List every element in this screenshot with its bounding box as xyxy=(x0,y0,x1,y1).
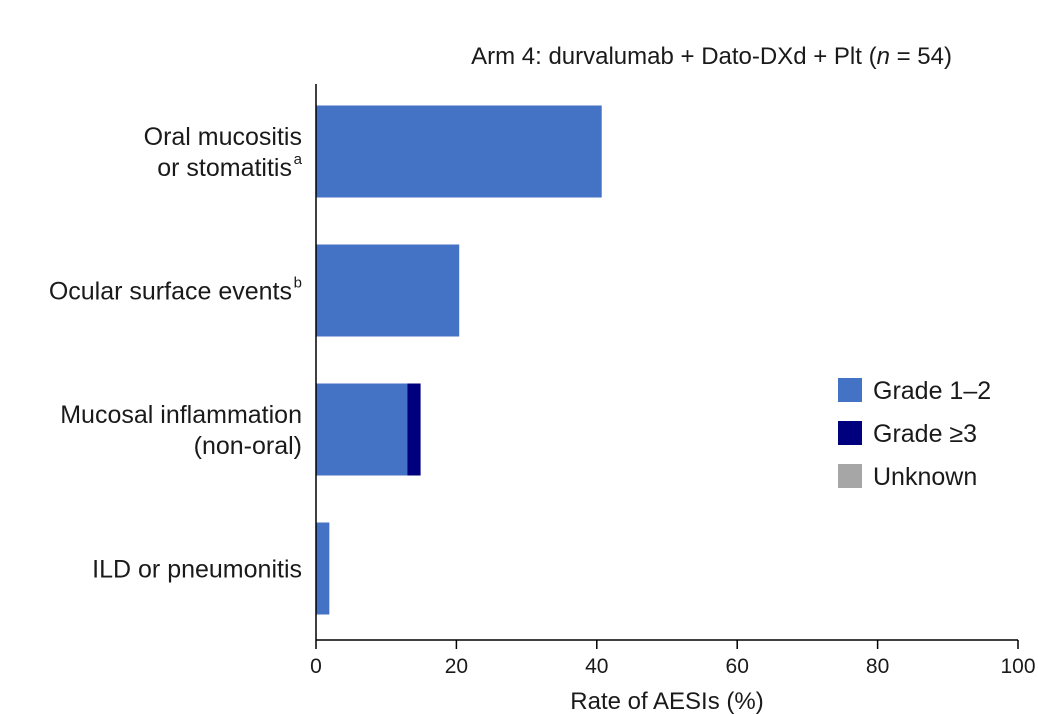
x-axis-ticks: 0 20 40 60 80 100 xyxy=(310,640,1036,678)
bar-3-series-2 xyxy=(407,383,421,476)
category-label-2-line-1: Ocular surface events xyxy=(49,278,292,306)
x-axis-title: Rate of AESIs (%) xyxy=(570,688,763,714)
category-label-1-line-1: Oral mucositis xyxy=(144,123,302,151)
bar-4-series-1 xyxy=(316,522,330,615)
category-label-1-line-2: or stomatitis xyxy=(157,154,292,182)
legend-label-2: Grade ≥3 xyxy=(873,420,977,448)
chart-title-n: n xyxy=(877,43,890,70)
legend-label-1: Grade 1–2 xyxy=(873,377,991,405)
legend-swatch-3 xyxy=(838,464,862,488)
bar-2-series-1 xyxy=(316,244,460,337)
x-tick-label-0: 0 xyxy=(310,655,322,678)
x-tick-label-100: 100 xyxy=(1000,655,1035,678)
bar-1-series-1 xyxy=(316,105,602,198)
bars-group xyxy=(316,105,602,615)
bar-3-series-1 xyxy=(316,383,408,476)
legend-label-3: Unknown xyxy=(873,463,977,491)
category-label-3-line-1: Mucosal inflammation xyxy=(60,401,302,429)
legend: Grade 1–2 Grade ≥3 Unknown xyxy=(838,377,991,491)
x-tick-label-80: 80 xyxy=(866,655,889,678)
x-tick-label-60: 60 xyxy=(726,655,749,678)
legend-swatch-1 xyxy=(838,378,862,402)
chart-title: Arm 4: durvalumab + Dato-DXd + Plt (n = … xyxy=(471,43,952,70)
category-labels: Oral mucositis or stomatitis a Ocular surfa… xyxy=(49,123,303,584)
category-label-3-line-2: (non-oral) xyxy=(194,432,302,460)
chart-title-part-2: = 54) xyxy=(890,43,952,70)
category-label-4-line-1: ILD or pneumonitis xyxy=(92,556,302,584)
category-footnote-2: b xyxy=(294,275,302,292)
category-footnote-1: a xyxy=(294,151,303,168)
chart-title-part-1: Arm 4: durvalumab + Dato-DXd + Plt ( xyxy=(471,43,877,70)
x-tick-label-40: 40 xyxy=(585,655,608,678)
x-tick-label-20: 20 xyxy=(445,655,468,678)
legend-swatch-2 xyxy=(838,421,862,445)
